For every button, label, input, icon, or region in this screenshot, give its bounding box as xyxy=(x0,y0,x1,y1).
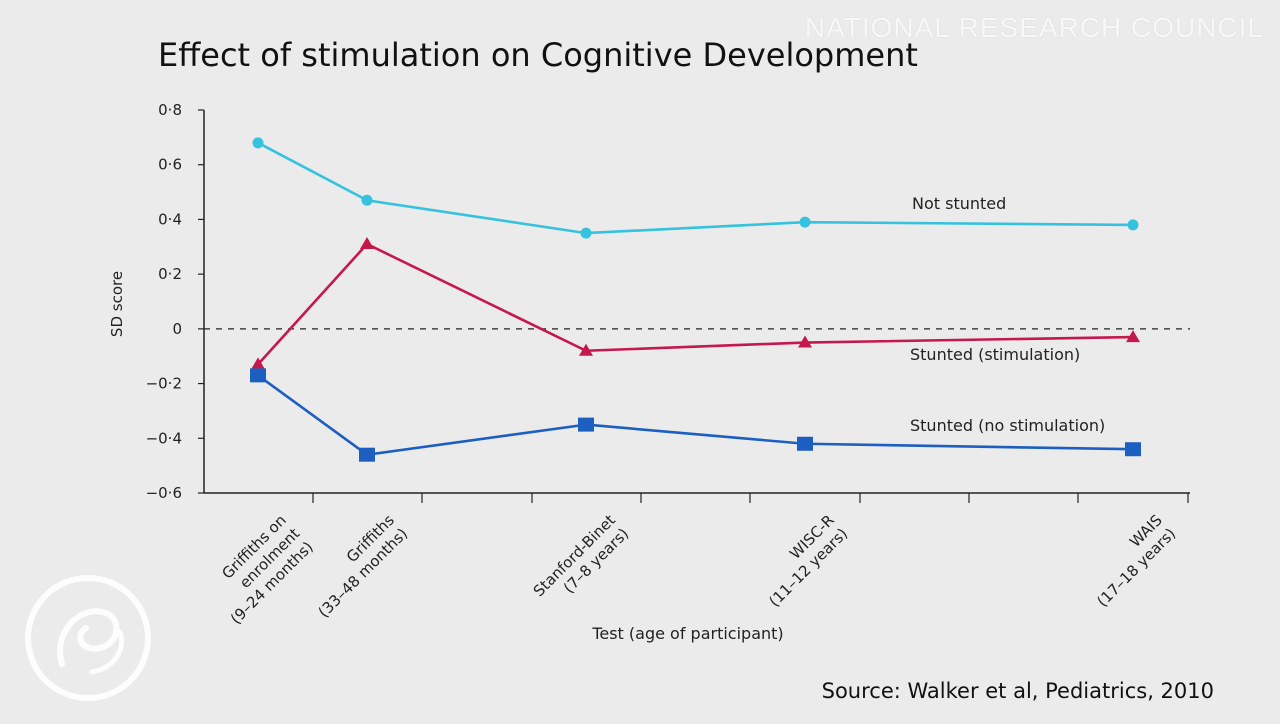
y-tick-label: 0 xyxy=(172,320,182,338)
data-point xyxy=(580,227,592,239)
data-point xyxy=(1126,330,1140,343)
data-point xyxy=(360,237,374,250)
y-tick-label: 0·8 xyxy=(158,101,182,119)
x-axis-label: Test (age of participant) xyxy=(591,624,783,643)
x-tick-label: WAIS(17–18 years) xyxy=(1080,511,1179,610)
series-line xyxy=(257,141,1134,235)
slide-title: Effect of stimulation on Cognitive Devel… xyxy=(158,36,918,74)
x-tick-label: Stanford-Binet(7–8 years) xyxy=(530,511,633,614)
data-point xyxy=(578,417,594,432)
data-point xyxy=(359,447,375,462)
x-tick-label: WISC-R(11–12 years) xyxy=(752,511,851,610)
data-point xyxy=(799,216,811,228)
y-tick-label: 0·2 xyxy=(158,265,182,283)
data-point xyxy=(797,436,813,451)
y-tick-label: −0·4 xyxy=(146,429,182,447)
y-tick-label: 0·4 xyxy=(158,210,182,228)
data-point xyxy=(1127,219,1139,231)
watermark-org: NATIONAL RESEARCH COUNCIL xyxy=(804,12,1264,43)
source-text: Source: Walker et al, Pediatrics, 2010 xyxy=(822,679,1214,703)
data-point xyxy=(361,194,373,206)
circular-emblem-icon xyxy=(25,575,151,701)
series-label: Stunted (stimulation) xyxy=(910,345,1080,364)
y-tick-label: −0·6 xyxy=(146,484,182,502)
data-point xyxy=(798,335,812,348)
data-point xyxy=(251,357,265,370)
data-point xyxy=(579,343,593,356)
x-tick-label: Griffiths(33–48 months) xyxy=(301,511,411,621)
data-point xyxy=(252,137,264,149)
data-point xyxy=(250,368,266,383)
series-label: Not stunted xyxy=(912,194,1006,213)
y-tick-label: −0·2 xyxy=(146,375,182,393)
y-tick-label: 0·6 xyxy=(158,156,182,174)
x-tick-label: Griffiths onenrolment(9–24 months) xyxy=(200,511,317,628)
y-axis-label: SD score xyxy=(108,271,126,337)
series-label: Stunted (no stimulation) xyxy=(910,416,1105,435)
data-point xyxy=(1125,442,1141,457)
